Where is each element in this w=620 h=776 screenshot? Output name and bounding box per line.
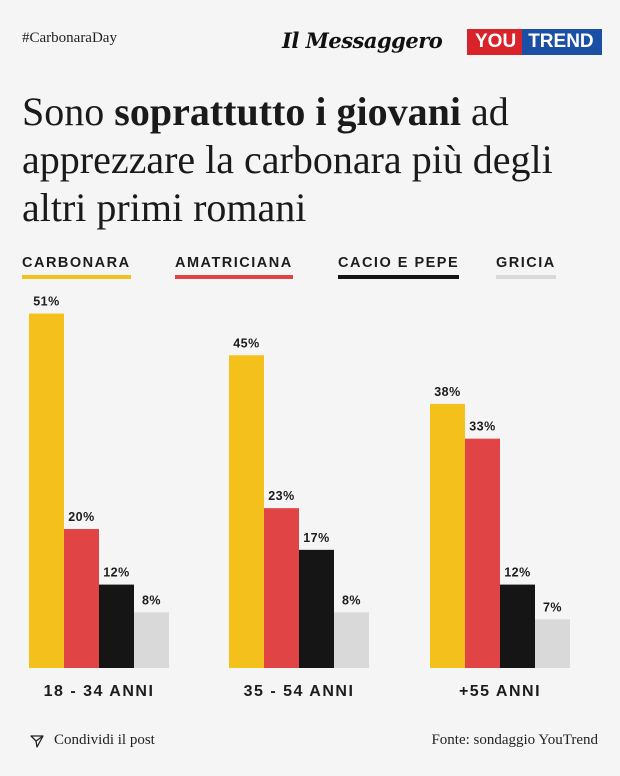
legend: CARBONARA AMATRICIANA CACIO E PEPE GRICI… xyxy=(22,255,602,285)
bar-gricia-18-34 xyxy=(134,612,169,668)
title-part2: ad apprezzare la carbonara più degli alt… xyxy=(22,89,553,230)
bar-gricia-55-plus xyxy=(535,619,570,668)
youtrend-logo-trend: TREND xyxy=(522,29,602,55)
bar-amatriciana-35-54 xyxy=(264,508,299,668)
data-label-amatriciana-55-plus: 33% xyxy=(469,420,496,434)
legend-label-gricia: GRICIA xyxy=(496,255,556,271)
bar-carbonara-35-54 xyxy=(229,355,264,668)
bar-chart: 51% 20% 12% 8% 18 - 34 ANNI 45% 23% 17% 8% 35 - 5… xyxy=(29,295,570,700)
data-label-carbonara-55-plus: 38% xyxy=(434,385,461,399)
data-label-amatriciana-18-34: 20% xyxy=(68,510,95,524)
bar-carbonara-55-plus xyxy=(430,403,465,668)
legend-gricia: GRICIA xyxy=(496,255,556,279)
bar-cacio-e-pepe-35-54 xyxy=(299,549,334,668)
legend-amatriciana: AMATRICIANA xyxy=(175,255,293,279)
data-label-gricia-18-34: 8% xyxy=(142,593,161,607)
bar-amatriciana-18-34 xyxy=(64,529,99,668)
category-label-55-plus: +55 ANNI xyxy=(459,683,541,700)
category-label-35-54: 35 - 54 ANNI xyxy=(244,683,355,700)
youtrend-logo: YOU TREND xyxy=(467,29,602,55)
bar-cacio-e-pepe-55-plus xyxy=(500,584,535,668)
bar-cacio-e-pepe-18-34 xyxy=(99,584,134,668)
legend-label-amatriciana: AMATRICIANA xyxy=(175,255,293,271)
bar-amatriciana-55-plus xyxy=(465,438,500,668)
legend-label-carbonara: CARBONARA xyxy=(22,255,131,271)
bar-gricia-35-54 xyxy=(334,612,369,668)
data-label-carbonara-18-34: 51% xyxy=(33,295,60,309)
data-label-cacio-e-pepe-18-34: 12% xyxy=(103,566,130,580)
data-label-cacio-e-pepe-35-54: 17% xyxy=(303,531,330,545)
legend-swatch-cacio-e-pepe xyxy=(338,275,460,279)
legend-cacio-e-pepe: CACIO E PEPE xyxy=(338,255,460,279)
title-part1: Sono xyxy=(22,89,115,134)
legend-carbonara: CARBONARA xyxy=(22,255,131,279)
share-label: Condividi il post xyxy=(54,732,155,748)
source-note: Fonte: sondaggio YouTrend xyxy=(431,732,598,748)
legend-swatch-gricia xyxy=(496,275,556,279)
data-label-gricia-55-plus: 7% xyxy=(543,600,562,614)
bar-carbonara-18-34 xyxy=(29,313,64,668)
title-bold: soprattutto i giovani xyxy=(114,89,461,134)
chart-title: Sono soprattutto i giovani ad apprezzare… xyxy=(22,88,602,232)
youtrend-logo-you: YOU xyxy=(467,29,523,55)
data-label-gricia-35-54: 8% xyxy=(342,593,361,607)
legend-label-cacio-e-pepe: CACIO E PEPE xyxy=(338,255,460,271)
hashtag: #CarbonaraDay xyxy=(22,30,117,46)
data-label-carbonara-35-54: 45% xyxy=(233,336,260,350)
share-link[interactable]: Condividi il post xyxy=(30,732,155,749)
data-label-cacio-e-pepe-55-plus: 12% xyxy=(504,566,531,580)
send-icon xyxy=(30,734,44,748)
legend-swatch-amatriciana xyxy=(175,275,293,279)
legend-swatch-carbonara xyxy=(22,275,131,279)
messaggero-logo: Il Messaggero xyxy=(282,28,443,53)
category-label-18-34: 18 - 34 ANNI xyxy=(44,683,155,700)
data-label-amatriciana-35-54: 23% xyxy=(268,489,295,503)
